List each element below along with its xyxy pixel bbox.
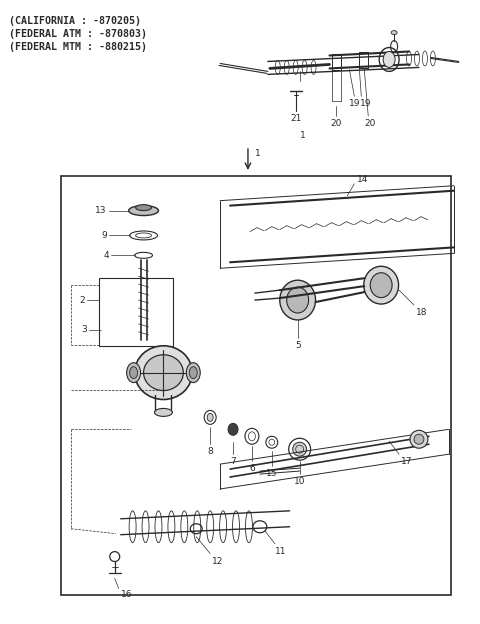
Ellipse shape (228, 423, 238, 436)
Ellipse shape (186, 363, 200, 383)
Text: 6: 6 (249, 464, 255, 473)
Text: 18: 18 (416, 308, 428, 317)
Ellipse shape (207, 414, 213, 421)
Text: 2: 2 (79, 296, 85, 305)
Text: (FEDERAL MTM : -880215): (FEDERAL MTM : -880215) (9, 42, 147, 52)
Ellipse shape (189, 367, 197, 379)
Bar (99, 278, 173, 346)
Text: 16: 16 (120, 590, 132, 600)
Ellipse shape (280, 280, 315, 320)
Ellipse shape (287, 287, 309, 313)
Text: 20: 20 (364, 119, 376, 128)
Text: 19: 19 (348, 99, 360, 108)
Text: 7: 7 (230, 457, 236, 466)
Ellipse shape (391, 31, 397, 34)
Ellipse shape (130, 367, 138, 379)
Text: 3: 3 (81, 325, 87, 334)
Text: 11: 11 (275, 547, 286, 555)
Ellipse shape (144, 355, 183, 391)
Text: (FEDERAL ATM : -870803): (FEDERAL ATM : -870803) (9, 29, 147, 39)
Text: 4: 4 (103, 251, 109, 260)
Text: 20: 20 (331, 119, 342, 128)
Text: 21: 21 (290, 114, 301, 123)
Text: (CALIFORNIA : -870205): (CALIFORNIA : -870205) (9, 16, 141, 26)
Ellipse shape (127, 363, 141, 383)
Ellipse shape (136, 205, 152, 210)
Text: 13: 13 (95, 206, 107, 215)
Text: 5: 5 (295, 341, 300, 350)
Text: 15: 15 (266, 469, 277, 478)
Text: 14: 14 (357, 175, 369, 183)
Ellipse shape (129, 206, 158, 215)
Text: 1: 1 (300, 131, 305, 140)
Ellipse shape (370, 273, 392, 298)
Text: 19: 19 (360, 99, 371, 108)
Text: 8: 8 (207, 447, 213, 456)
Text: 17: 17 (401, 457, 413, 466)
Bar (61, 176, 451, 595)
Text: 9: 9 (101, 231, 107, 240)
Text: 1: 1 (255, 149, 261, 158)
Ellipse shape (383, 52, 395, 67)
Text: 10: 10 (294, 477, 305, 486)
Ellipse shape (364, 266, 398, 304)
Text: 12: 12 (212, 557, 224, 565)
Ellipse shape (134, 346, 192, 399)
Ellipse shape (410, 431, 428, 448)
Ellipse shape (414, 434, 424, 444)
Ellipse shape (155, 409, 172, 416)
Ellipse shape (293, 442, 307, 456)
